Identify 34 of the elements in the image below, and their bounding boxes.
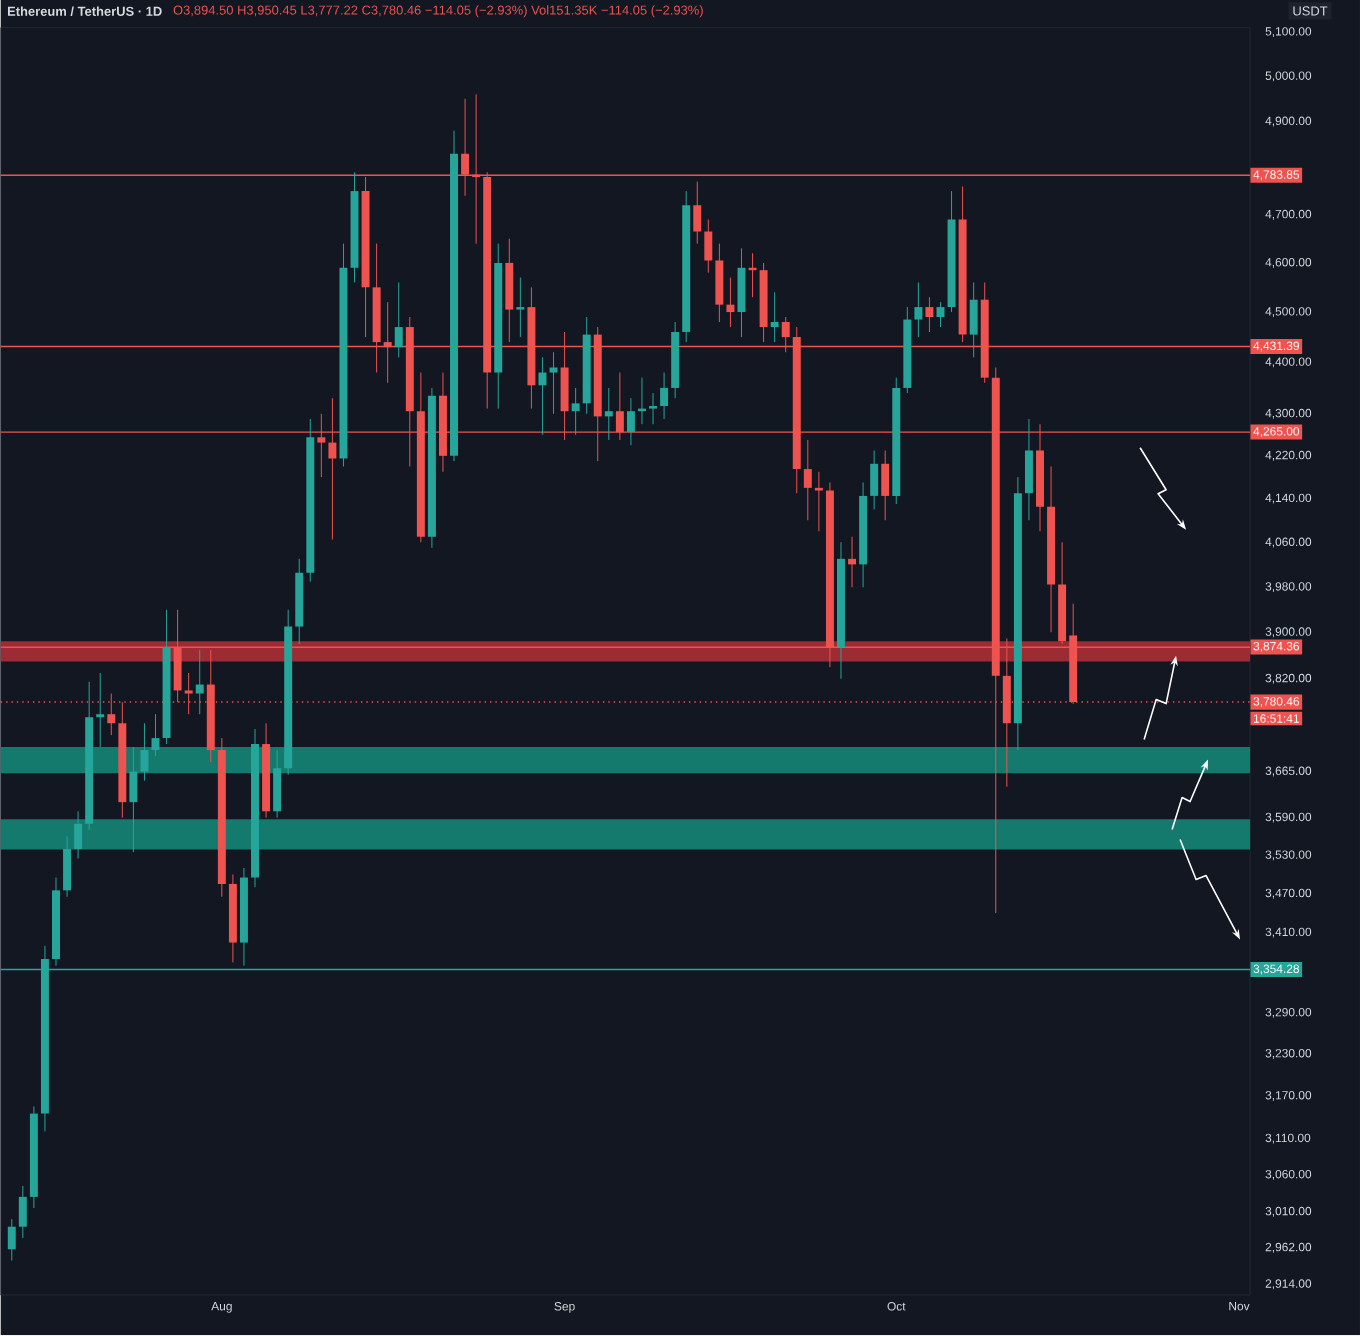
candlestick — [107, 693, 116, 736]
candlestick — [626, 398, 635, 447]
candlestick — [538, 357, 547, 436]
candlestick — [693, 181, 702, 245]
candlestick — [394, 282, 403, 359]
candlestick — [273, 749, 282, 819]
candlestick — [726, 277, 735, 328]
candlestick — [803, 439, 812, 522]
candlestick — [7, 1218, 16, 1262]
candlestick — [660, 372, 669, 420]
candlestick — [870, 450, 879, 511]
candlestick — [925, 297, 934, 333]
candlestick — [74, 811, 83, 860]
candlestick — [505, 238, 514, 343]
candlestick — [604, 387, 613, 441]
candlestick — [715, 243, 724, 323]
candlestick — [129, 746, 138, 854]
candlestick — [649, 392, 658, 426]
candlestick — [914, 282, 923, 338]
candlestick — [1024, 418, 1033, 522]
candlestick — [814, 471, 823, 533]
candlestick — [96, 672, 105, 748]
candlestick — [704, 219, 713, 274]
candlestick — [140, 723, 149, 782]
candlestick — [770, 292, 779, 343]
candlestick — [969, 282, 978, 359]
candlestick — [516, 277, 525, 338]
candlestick — [63, 836, 72, 898]
candlestick — [881, 450, 890, 522]
candlestick — [571, 387, 580, 436]
candlestick — [848, 536, 857, 589]
candlestick — [549, 352, 558, 415]
candlestick — [195, 649, 204, 716]
candlestick — [18, 1185, 27, 1239]
